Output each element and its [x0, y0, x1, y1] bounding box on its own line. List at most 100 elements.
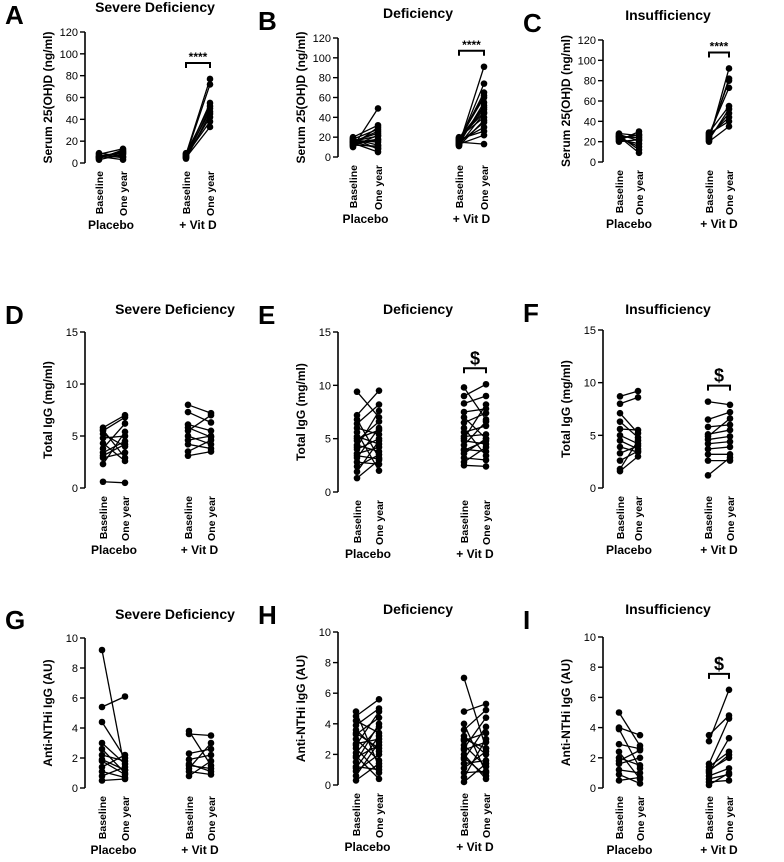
data-point — [206, 75, 214, 83]
y-tick-label: 8 — [590, 662, 596, 674]
data-point — [725, 686, 733, 694]
paired-line — [463, 425, 487, 433]
panel-e: E Deficiency 0 5 10 15 Total IgG (mg/ml) Baseli… — [258, 300, 494, 561]
data-point — [185, 772, 193, 780]
x-category-label: One year — [206, 496, 218, 541]
paired-line — [352, 124, 379, 138]
paired-line — [356, 390, 380, 416]
paired-line — [101, 721, 126, 759]
x-category-label: Baseline — [703, 496, 715, 539]
paired-line — [356, 410, 380, 448]
data-point — [634, 437, 642, 444]
data-point — [460, 435, 468, 442]
x-category-label: Baseline — [181, 171, 193, 214]
data-point — [480, 104, 488, 111]
data-point — [460, 764, 468, 772]
data-point — [616, 437, 624, 444]
group-label-placebo: Placebo — [90, 843, 136, 857]
paired-line — [463, 677, 487, 749]
data-point — [725, 84, 733, 92]
y-tick-label: 100 — [313, 53, 331, 65]
paired-line — [185, 126, 211, 158]
paired-line — [188, 764, 212, 770]
y-tick-label: 20 — [584, 137, 596, 149]
y-tick-label: 0 — [325, 780, 331, 792]
data-point — [121, 479, 129, 487]
paired-line — [463, 738, 487, 778]
group-label-placebo: Placebo — [88, 218, 134, 232]
data-point — [634, 447, 642, 455]
paired-line — [188, 733, 212, 737]
paired-line — [355, 723, 380, 763]
paired-line — [102, 423, 126, 449]
x-category-label: Baseline — [351, 793, 363, 836]
data-point — [352, 752, 360, 760]
data-point — [704, 398, 712, 405]
data-point — [480, 63, 488, 71]
y-tick-label: 80 — [66, 71, 78, 83]
paired-line — [463, 412, 487, 424]
data-point — [455, 134, 463, 142]
data-point — [636, 731, 644, 739]
data-point — [616, 443, 624, 451]
paired-line — [618, 138, 640, 143]
data-point — [482, 463, 490, 470]
data-point — [725, 751, 733, 759]
y-tick-label: 40 — [584, 116, 596, 128]
data-point — [482, 706, 490, 714]
panel-d: D Severe Deficiency 0 5 10 15 Total IgG (mg/ml… — [5, 300, 235, 557]
data-point — [375, 720, 383, 728]
data-point — [182, 149, 190, 157]
paired-line — [102, 481, 126, 484]
panel-label: I — [523, 605, 530, 635]
data-point — [353, 468, 361, 476]
data-point — [482, 443, 490, 451]
paired-line — [188, 730, 212, 766]
data-point — [99, 452, 107, 460]
y-tick-label: 5 — [325, 434, 331, 446]
data-point — [460, 760, 468, 767]
chart-title: Deficiency — [383, 301, 453, 317]
chart-title: Deficiency — [383, 601, 453, 617]
data-point — [482, 744, 490, 752]
paired-line — [708, 87, 730, 135]
y-tick-label: 4 — [590, 723, 596, 735]
y-tick-label: 10 — [319, 627, 331, 639]
y-tick-label: 0 — [72, 783, 78, 795]
paired-line — [463, 723, 487, 774]
group-label-vitd: + Vit D — [700, 543, 738, 557]
paired-line — [463, 750, 487, 769]
paired-line — [187, 411, 212, 424]
data-point — [705, 130, 713, 137]
data-point — [375, 766, 383, 773]
data-point — [207, 739, 215, 747]
x-category-label: Baseline — [459, 793, 471, 836]
paired-line — [356, 444, 380, 453]
paired-line — [619, 434, 639, 445]
data-point — [98, 718, 106, 726]
data-point — [616, 432, 624, 439]
paired-line — [101, 754, 126, 768]
chart-title: Severe Deficiency — [115, 606, 235, 622]
data-point — [374, 105, 382, 112]
data-point — [616, 425, 624, 433]
data-point — [207, 765, 215, 772]
y-tick-label: 15 — [584, 325, 596, 337]
data-point — [635, 136, 643, 143]
chart-title: Insufficiency — [625, 601, 711, 617]
x-category-label: One year — [373, 165, 385, 210]
y-tick-label: 4 — [325, 719, 331, 731]
y-tick-label: 60 — [584, 96, 596, 108]
data-point — [121, 454, 129, 462]
data-point — [480, 110, 488, 117]
data-point — [615, 138, 623, 145]
data-point — [207, 757, 215, 765]
data-point — [636, 780, 644, 787]
x-category-label: One year — [634, 170, 646, 215]
paired-line — [352, 141, 379, 149]
data-point — [119, 156, 127, 164]
paired-line — [463, 383, 487, 397]
x-category-label: Baseline — [454, 165, 466, 208]
x-category-label: One year — [120, 796, 132, 841]
group-label-placebo: Placebo — [606, 217, 652, 231]
